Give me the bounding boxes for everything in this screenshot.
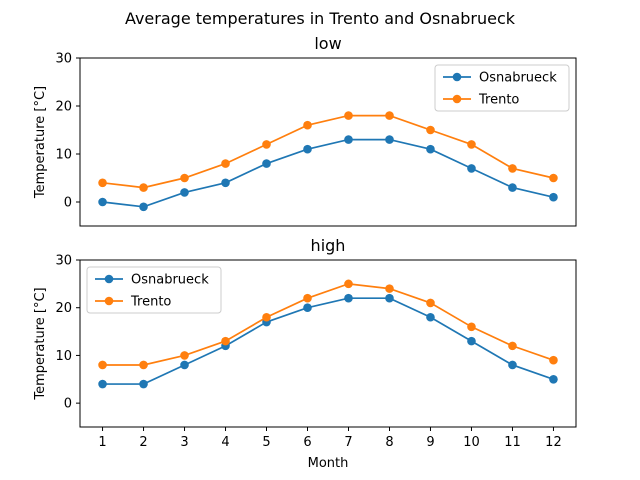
data-point	[467, 322, 476, 332]
data-point	[180, 188, 189, 197]
data-point	[508, 360, 517, 370]
data-point	[139, 183, 148, 192]
x-tick-label: 9	[426, 435, 434, 450]
data-point	[180, 351, 189, 360]
data-point	[385, 284, 394, 293]
data-point	[262, 312, 271, 322]
figure-title: Average temperatures in Trento and Osnab…	[125, 9, 516, 28]
x-tick-label: 1	[98, 435, 106, 450]
x-tick-label: 3	[180, 435, 188, 450]
data-point	[467, 164, 476, 173]
series-line	[102, 114, 554, 189]
y-tick-label: 0	[64, 397, 72, 412]
data-point	[139, 360, 148, 370]
data-point	[344, 135, 353, 144]
series-osnabrueck	[98, 135, 558, 212]
legend: Osnabrueck Trento	[86, 266, 222, 314]
data-point	[303, 303, 312, 313]
series-trento	[98, 279, 558, 370]
data-point	[98, 178, 107, 188]
y-tick-label: 10	[55, 148, 72, 163]
y-tick-label: 0	[64, 196, 72, 211]
y-tick-label: 20	[55, 301, 72, 316]
x-tick-label: 12	[545, 435, 562, 450]
x-tick-label: 7	[344, 435, 352, 450]
data-point	[98, 360, 107, 370]
series-line	[102, 282, 554, 366]
x-tick-label: 6	[303, 435, 311, 450]
x-tick-label: 11	[504, 435, 521, 450]
legend-marker	[104, 296, 114, 306]
x-tick-label: 10	[463, 435, 480, 450]
data-point	[467, 140, 476, 149]
data-point	[549, 355, 558, 365]
legend: Osnabrueck Trento	[434, 64, 570, 112]
series-line	[102, 297, 554, 385]
legend-label: Osnabrueck	[479, 71, 557, 86]
data-point	[98, 379, 107, 389]
x-tick-label: 2	[139, 435, 147, 450]
legend-label: Trento	[478, 93, 519, 108]
data-point	[139, 202, 148, 212]
legend-marker	[452, 72, 462, 82]
data-point	[344, 293, 353, 303]
data-point	[385, 111, 394, 120]
data-point	[180, 360, 189, 370]
data-point	[98, 197, 107, 207]
data-point	[344, 279, 353, 289]
data-point	[262, 159, 271, 168]
data-point	[549, 374, 558, 384]
x-tick-label: 5	[262, 435, 270, 450]
data-point	[426, 125, 435, 135]
legend-label: Trento	[130, 295, 171, 310]
data-point	[467, 336, 476, 346]
subplot-title: low	[314, 34, 341, 53]
data-point	[180, 173, 189, 183]
data-point	[385, 293, 394, 303]
data-point	[221, 178, 230, 188]
y-tick-label: 20	[55, 100, 72, 115]
axes-frame	[79, 57, 577, 227]
y-tick-label: 30	[55, 52, 72, 67]
data-point	[139, 379, 148, 389]
data-point	[508, 164, 517, 173]
data-point	[221, 336, 230, 346]
data-point	[508, 341, 517, 351]
data-point	[508, 183, 517, 192]
series-line	[102, 138, 554, 208]
x-tick-label: 8	[385, 435, 393, 450]
y-axis-label: Temperature [°C]	[33, 287, 48, 400]
data-point	[344, 111, 353, 120]
legend-label: Osnabrueck	[131, 273, 209, 288]
chart-low: low 0 10 20 30 Temperature [°C] Osnabrueck Tren…	[33, 34, 577, 227]
data-point	[303, 120, 312, 130]
data-point	[426, 312, 435, 322]
x-tick-label: 4	[221, 435, 229, 450]
data-point	[221, 159, 230, 168]
data-point	[426, 298, 435, 308]
y-tick-label: 30	[55, 254, 72, 269]
data-point	[549, 173, 558, 183]
data-point	[385, 135, 394, 144]
x-axis-label: Month	[308, 456, 349, 471]
y-tick-label: 10	[55, 349, 72, 364]
data-point	[549, 192, 558, 202]
subplot-title: high	[311, 236, 346, 255]
data-point	[303, 293, 312, 303]
data-point	[426, 144, 435, 154]
data-point	[262, 140, 271, 149]
y-axis-label: Temperature [°C]	[33, 86, 48, 199]
data-point	[303, 144, 312, 154]
axes-frame	[79, 259, 577, 428]
legend-marker	[104, 274, 114, 284]
series-trento	[98, 111, 558, 192]
series-osnabrueck	[98, 293, 558, 389]
legend-marker	[452, 94, 462, 104]
